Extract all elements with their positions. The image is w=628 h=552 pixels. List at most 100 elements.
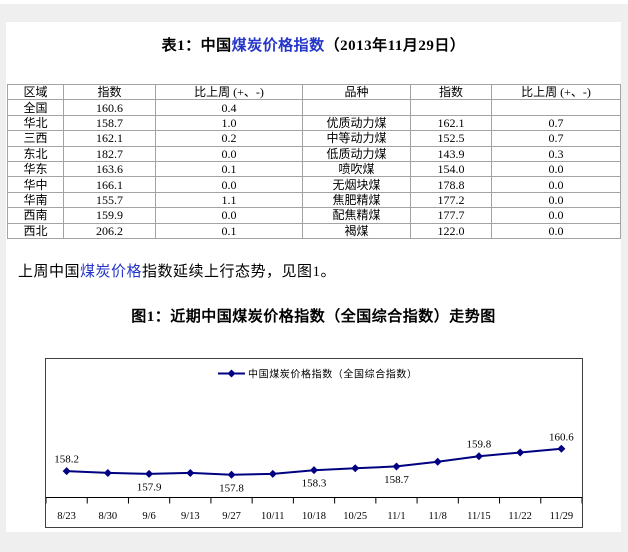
table-cell: 0.4 <box>155 99 303 116</box>
table-cell: 182.7 <box>63 145 156 162</box>
table-cell: 东北 <box>7 145 64 162</box>
table-cell: 0.7 <box>491 114 621 132</box>
coal-price-link[interactable]: 煤炭价格 <box>80 264 143 280</box>
table-title-suffix: （2013年11月29日） <box>324 38 466 54</box>
table-cell: 0.0 <box>155 145 303 162</box>
table-cell: 褐煤 <box>302 222 411 239</box>
data-point-marker <box>310 466 318 475</box>
table-cell: 154.0 <box>410 160 492 178</box>
table-cell: 152.5 <box>410 130 492 147</box>
table-cell: 162.1 <box>410 114 492 132</box>
x-axis-label: 11/22 <box>508 511 532 522</box>
x-axis-label: 11/29 <box>550 511 574 522</box>
x-axis-label: 8/23 <box>57 511 76 522</box>
table-cell: 0.1 <box>155 222 303 239</box>
x-axis-label: 9/27 <box>222 511 241 522</box>
data-point-marker <box>62 467 71 476</box>
data-point-marker <box>227 470 236 479</box>
table-cell: 0.1 <box>155 160 303 178</box>
data-point-marker <box>351 464 360 473</box>
data-point-marker <box>433 457 442 466</box>
data-point-label: 160.6 <box>549 431 574 443</box>
data-point-label: 157.8 <box>219 482 244 494</box>
x-axis-label: 8/30 <box>99 511 118 522</box>
table-header-cell: 品种 <box>302 83 411 101</box>
price-table-header: 区域 指数 比上周 (+、-) 品种 指数 比上周 (+、-) <box>7 83 621 101</box>
x-axis-label: 9/6 <box>142 511 155 522</box>
table-cell: 155.7 <box>63 191 156 209</box>
data-point-label: 157.9 <box>137 481 162 493</box>
top-margin <box>0 0 628 4</box>
x-axis-label: 11/8 <box>429 511 447 522</box>
x-axis-label: 10/18 <box>302 511 326 522</box>
coal-price-index-link[interactable]: 煤炭价格指数 <box>231 38 325 54</box>
table-cell: 华东 <box>7 160 64 178</box>
table-header-cell: 指数 <box>410 83 492 101</box>
table-cell: 喷吹煤 <box>302 160 411 178</box>
table-cell: 0.7 <box>491 130 621 147</box>
table-header-cell: 比上周 (+、-) <box>155 83 303 101</box>
table-cell: 0.0 <box>491 191 621 209</box>
summary-paragraph: 上周中国煤炭价格指数延续上行态势，见图1。 <box>18 262 618 282</box>
table-cell: 160.6 <box>63 99 156 116</box>
table-cell: 1.1 <box>155 191 303 209</box>
table-row: 三西 162.1 0.2 中等动力煤 152.5 0.7 <box>7 130 621 147</box>
table-title-prefix: 表1：中国 <box>161 38 232 54</box>
data-point-marker <box>186 468 195 477</box>
table-cell <box>302 99 411 116</box>
table-cell: 122.0 <box>410 222 492 239</box>
table-cell: 206.2 <box>63 222 156 239</box>
table-cell: 0.0 <box>491 222 621 239</box>
table-row: 华南 155.7 1.1 焦肥精煤 177.2 0.0 <box>7 191 621 209</box>
trend-chart: 中国煤炭价格指数（全国综合指数） 8/23 8/30 9/6 9/13 9/27 10/1… <box>45 358 583 528</box>
data-point-label: 159.8 <box>467 439 492 451</box>
table-cell: 配焦精煤 <box>302 207 411 224</box>
table-cell <box>410 99 492 116</box>
data-point-marker <box>268 469 277 478</box>
figure-title: 图1：近期中国煤炭价格指数（全国综合指数）走势图 <box>131 309 496 325</box>
data-point-label: 158.7 <box>384 474 409 486</box>
table-cell: 0.0 <box>155 207 303 224</box>
table-cell: 162.1 <box>63 130 156 147</box>
table-title: 表1：中国煤炭价格指数（2013年11月29日） <box>6 36 621 56</box>
table-cell: 158.7 <box>63 114 156 132</box>
summary-suffix: 指数延续上行态势，见图1。 <box>142 264 337 280</box>
legend-diamond-icon <box>227 369 236 378</box>
table-cell: 0.2 <box>155 130 303 147</box>
report-page: 表1：中国煤炭价格指数（2013年11月29日） 区域 指数 比上周 (+、-) 品种… <box>6 22 621 532</box>
summary-prefix: 上周中国 <box>18 264 81 280</box>
table-cell: 焦肥精煤 <box>302 191 411 209</box>
table-header-cell: 比上周 (+、-) <box>491 83 621 101</box>
table-row: 华北 158.7 1.0 优质动力煤 162.1 0.7 <box>7 114 621 132</box>
chart-legend: 中国煤炭价格指数（全国综合指数） <box>218 368 417 381</box>
x-axis-label: 10/11 <box>261 511 285 522</box>
table-cell: 0.0 <box>491 160 621 178</box>
table-cell: 0.0 <box>155 176 303 193</box>
x-axis-label: 9/13 <box>181 511 200 522</box>
table-cell: 177.7 <box>410 207 492 224</box>
table-cell: 1.0 <box>155 114 303 132</box>
price-table-body: 全国 160.6 0.4 华北 158.7 1.0 优质动力煤 162.1 0.7 三西 162.1… <box>7 99 621 239</box>
data-point-label: 158.2 <box>54 454 79 466</box>
table-row: 华中 166.1 0.0 无烟块煤 178.8 0.0 <box>7 176 621 193</box>
table-header-row: 区域 指数 比上周 (+、-) 品种 指数 比上周 (+、-) <box>7 83 621 101</box>
table-cell: 178.8 <box>410 176 492 193</box>
x-axis-label: 11/15 <box>467 511 491 522</box>
table-cell: 0.0 <box>491 176 621 193</box>
table-cell: 华中 <box>7 176 64 193</box>
data-point-marker <box>474 452 483 461</box>
table-cell: 中等动力煤 <box>302 130 411 147</box>
x-axis-label: 10/25 <box>343 511 367 522</box>
table-cell <box>491 99 621 116</box>
table-row: 全国 160.6 0.4 <box>7 99 621 116</box>
data-point-marker <box>103 468 112 477</box>
data-point-marker <box>557 444 566 453</box>
table-cell: 西北 <box>7 222 64 239</box>
table-row: 西北 206.2 0.1 褐煤 122.0 0.0 <box>7 222 621 239</box>
trend-chart-svg: 中国煤炭价格指数（全国综合指数） 8/23 8/30 9/6 9/13 9/27 10/1… <box>46 368 582 522</box>
table-cell: 低质动力煤 <box>302 145 411 162</box>
x-axis-label: 11/1 <box>387 511 405 522</box>
data-point-marker <box>145 469 154 478</box>
table-cell: 无烟块煤 <box>302 176 411 193</box>
table-cell: 优质动力煤 <box>302 114 411 132</box>
